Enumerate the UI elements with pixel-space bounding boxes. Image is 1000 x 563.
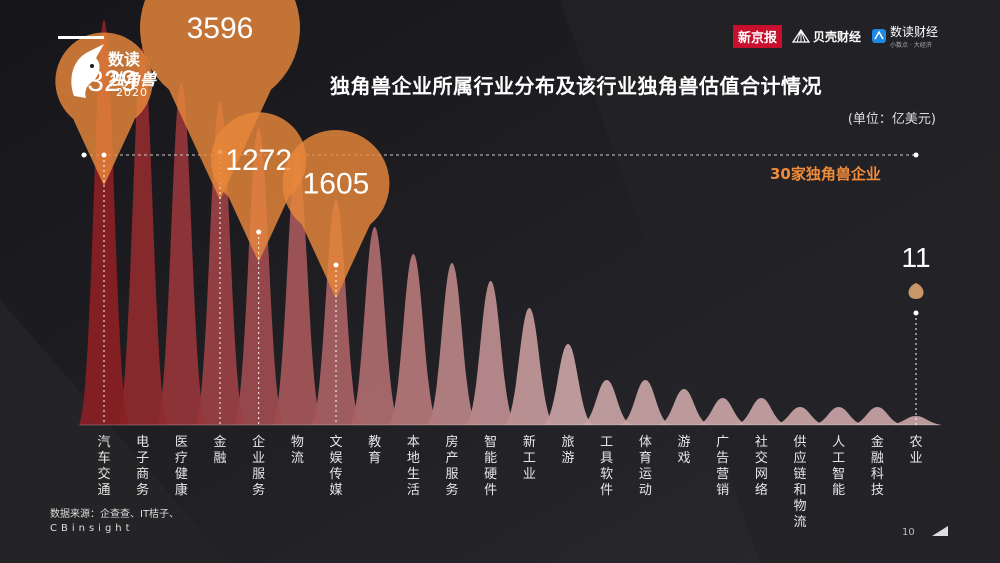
page-number: 10 (902, 527, 915, 538)
data-source: 数据来源：企查查、IT桔子、 CBinsight (50, 508, 179, 536)
peak-2 (155, 83, 208, 425)
category-label-19: 人工智能 (832, 435, 845, 498)
peak-16 (696, 398, 749, 425)
peak-14 (619, 380, 672, 425)
chart-title: 独角兽企业所属行业分布及该行业独角兽估值合计情况 (330, 74, 822, 98)
unicorn-logo-icon (71, 44, 104, 98)
category-label-18: 供应链和物流 (793, 435, 806, 530)
valuation-anchor-dot-6 (333, 262, 339, 268)
peak-12 (542, 344, 594, 425)
category-label-6: 文娱传媒 (329, 435, 342, 498)
peak-7 (348, 227, 401, 425)
category-label-13: 工具软件 (600, 435, 613, 498)
category-label-8: 本地生活 (407, 435, 420, 498)
valuation-bubble-3 (140, 0, 300, 200)
valuation-label-6: 1605 (303, 167, 370, 200)
reference-line-label: 30家独角兽企业 (770, 165, 881, 183)
valuation-bubble-21 (908, 283, 924, 299)
peak-1 (116, 47, 169, 425)
category-label-15: 游戏 (677, 435, 690, 466)
valuation-label-4: 1272 (225, 144, 292, 177)
peak-18 (774, 407, 826, 425)
peak-6 (310, 200, 362, 425)
category-label-10: 智能硬件 (484, 435, 497, 498)
chart-unit-label: (单位：亿美元) (847, 112, 936, 127)
peak-10 (464, 281, 517, 425)
brand-logo-line3: 2020 (116, 86, 148, 99)
partner-logo-beike: 贝壳财经 (791, 28, 861, 45)
partner-logo-xinjingbao: 新京报 (732, 24, 782, 48)
category-label-16: 广告营销 (716, 435, 729, 498)
peak-8 (387, 254, 440, 425)
category-label-1: 电子商务 (136, 435, 149, 498)
peak-9 (426, 263, 478, 425)
category-label-20: 金融科技 (871, 434, 884, 498)
category-label-11: 新工业 (523, 434, 536, 482)
category-label-14: 体育运动 (639, 435, 652, 498)
logo-accent-bar (58, 36, 104, 39)
peak-4 (232, 128, 285, 425)
partner-logo-shudu-sub: 小数点 · 大经济 (889, 42, 932, 49)
valuation-label-3: 3596 (187, 12, 254, 45)
category-label-2: 医疗健康 (175, 435, 188, 498)
category-label-12: 旅游 (561, 435, 574, 466)
peak-21 (890, 416, 942, 425)
category-labels-layer: 汽车交通 电子商务 医疗健康 金融 企业服务 物流 文娱传媒 教育 本地生活 房产服务 智能硬件 新工… (97, 434, 922, 530)
category-label-0: 汽车交通 (97, 435, 110, 498)
peak-17 (735, 398, 788, 425)
peak-13 (580, 380, 633, 425)
valuation-anchor-dot-4 (256, 229, 262, 235)
valuation-bubble-6 (282, 130, 390, 299)
category-label-21: 农业 (909, 435, 922, 466)
peak-0 (78, 20, 130, 425)
peaks-layer (78, 20, 942, 425)
partner-logos: 新京报 贝壳财经 数读财经 小数点 · 大经济 (732, 23, 938, 49)
brand-logo: 数读 独角兽 2020 (66, 36, 176, 106)
category-label-4: 企业服务 (252, 434, 265, 498)
partner-logo-shudu: 数读财经 小数点 · 大经济 (871, 23, 938, 49)
shell-icon (791, 29, 810, 43)
peak-5 (271, 155, 324, 425)
peak-19 (812, 407, 865, 425)
category-label-17: 社交网络 (755, 434, 768, 498)
valuation-anchor-dot-0 (101, 152, 107, 158)
category-label-5: 物流 (291, 435, 304, 466)
peak-20 (851, 407, 904, 425)
reference-line-end-dot (913, 152, 919, 158)
data-source-line1: 数据来源：企查查、IT桔子、 (50, 509, 180, 520)
valuation-label-21: 11 (901, 242, 930, 273)
brand-logo-line1: 数读 (108, 50, 141, 69)
category-label-7: 教育 (368, 434, 381, 466)
peak-11 (503, 308, 556, 425)
brand-logo-line2: 独角兽 (108, 70, 157, 89)
reference-line-start-dot (81, 152, 87, 158)
shudu-mark-icon (871, 29, 886, 43)
peak-15 (658, 389, 710, 425)
partner-logo-beike-text: 贝壳财经 (812, 29, 861, 44)
partner-logo-shudu-text: 数读财经 (889, 25, 938, 39)
data-source-line2: CBinsight (50, 523, 134, 534)
valuation-anchor-dot-21 (913, 310, 919, 316)
category-label-9: 房产服务 (445, 434, 458, 498)
corner-triangle-icon (932, 526, 948, 536)
category-label-3: 金融 (213, 434, 226, 466)
valuation-bubble-4 (211, 112, 307, 263)
